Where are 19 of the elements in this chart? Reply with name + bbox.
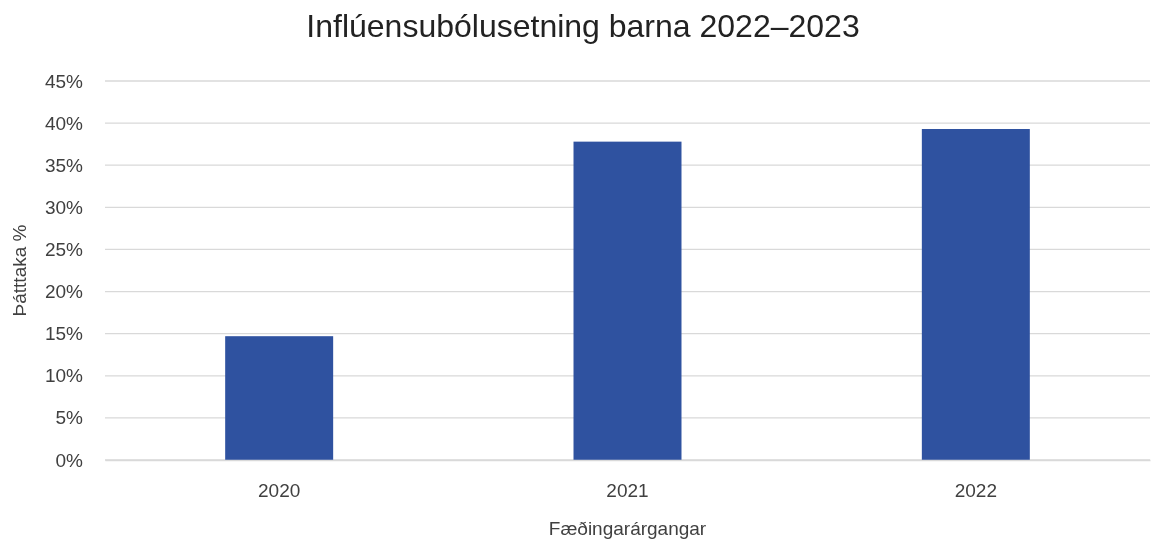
bar (225, 336, 334, 460)
bar (573, 141, 682, 460)
y-tick-label: 10% (44, 365, 84, 387)
y-tick-label: 40% (44, 112, 84, 134)
x-tick-label: 2021 (606, 480, 649, 502)
y-tick-label: 0% (55, 449, 84, 471)
x-axis-title: Fæðingarárgangar (548, 518, 707, 539)
x-tick-label: 2020 (258, 480, 301, 502)
y-tick-label: 15% (44, 323, 84, 345)
chart-title: Inflúensubólusetning barna 2022–2023 (306, 8, 860, 44)
y-axis-title: Þátttaka % (9, 224, 30, 317)
y-tick-label: 20% (44, 281, 84, 303)
y-tick-label: 25% (44, 239, 84, 261)
y-tick-label: 45% (44, 70, 84, 92)
y-tick-label: 5% (55, 407, 84, 429)
bar (921, 129, 1030, 460)
x-tick-label: 2022 (954, 480, 997, 502)
y-tick-label: 35% (44, 154, 84, 176)
y-tick-label: 30% (44, 196, 84, 218)
